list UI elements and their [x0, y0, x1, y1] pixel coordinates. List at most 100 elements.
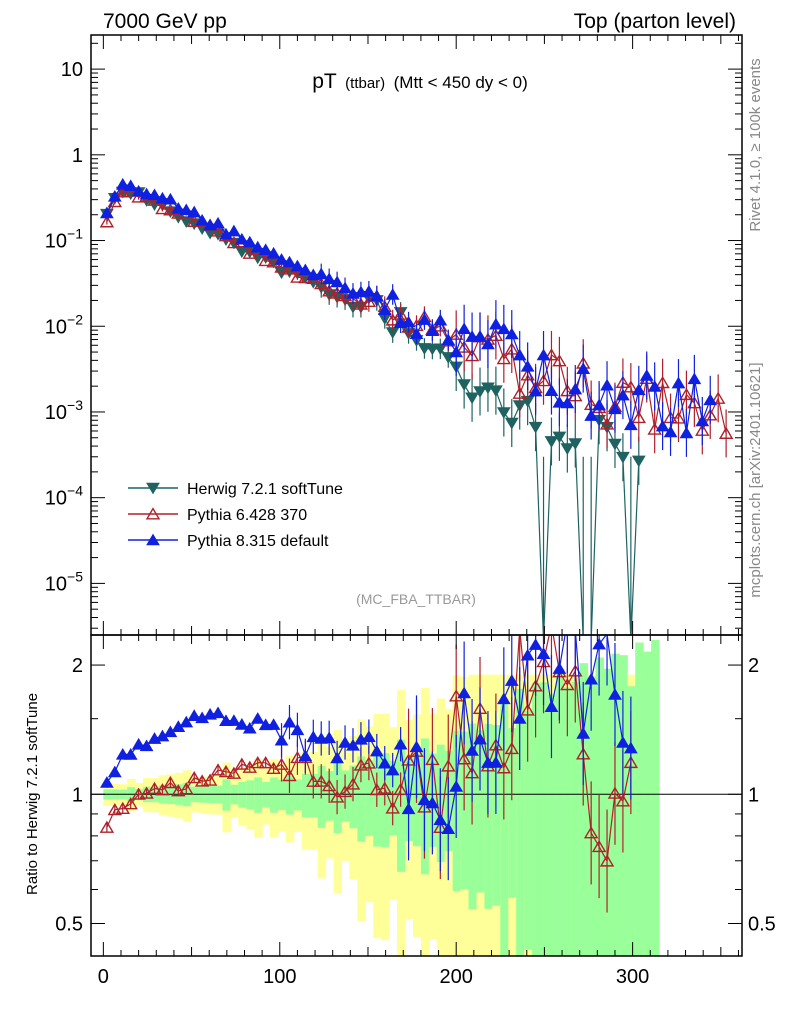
main-data-point: [631, 410, 647, 424]
main-data-point: [369, 289, 384, 302]
main-data-point: [322, 272, 337, 285]
ratio-panel: 0.5 0.5 1 1 2 2 0 100 200 300 Ratio to Herwig 7.2…: [24, 634, 776, 988]
main-data-point: [552, 354, 567, 367]
band-inner: [373, 753, 382, 847]
plot-title-sub2: (Mtt < 450 dy < 0): [394, 73, 528, 92]
main-data-point: [496, 407, 511, 419]
band-inner: [627, 686, 636, 956]
main-data-point: [544, 436, 559, 448]
main-data-point: [631, 455, 646, 468]
ratio-data-point: [187, 709, 202, 721]
band-inner: [532, 682, 541, 956]
main-data-point: [663, 425, 678, 438]
main-data-point: [147, 188, 162, 201]
main-ytick-base: 10: [45, 573, 67, 595]
ratio-data-point: [99, 820, 115, 833]
band-inner: [365, 760, 374, 836]
main-data-point: [131, 184, 146, 197]
band-inner: [317, 765, 327, 828]
ratio-data-point: [274, 733, 289, 746]
ratio-data-point: [227, 714, 241, 726]
ratio-data-point: [504, 741, 519, 755]
band-inner: [563, 687, 573, 956]
band-inner: [444, 750, 454, 852]
main-data-point: [457, 379, 472, 391]
ratio-data-point: [616, 736, 630, 748]
main-data-point: [512, 348, 527, 361]
main-data-point: [710, 391, 726, 404]
main-data-point: [290, 270, 305, 283]
ratio-ytick-label-right: 2: [748, 655, 759, 677]
main-data-point: [520, 359, 535, 372]
band-inner: [555, 669, 565, 956]
ratio-data-point: [194, 774, 210, 787]
ratio-data-point: [186, 771, 202, 784]
legend-label: Pythia 6.428 370: [187, 507, 307, 524]
ratio-data-point: [417, 793, 432, 806]
main-data-point: [576, 362, 591, 374]
main-data-point: [599, 417, 615, 430]
main-data-point: [560, 396, 575, 409]
main-data-point: [718, 426, 734, 439]
main-ytick-label: 10−5: [45, 568, 83, 595]
band-inner: [278, 779, 287, 811]
main-data-point: [425, 324, 440, 337]
main-data-point: [361, 284, 376, 297]
ratio-data-point: [226, 766, 242, 779]
main-data-point: [584, 409, 599, 421]
ratio-ytick-label-right: 0.5: [748, 913, 776, 935]
ratio-data-point: [266, 718, 281, 730]
main-data-point: [449, 345, 464, 358]
main-data-point: [186, 214, 202, 227]
main-plot-area: [99, 177, 734, 635]
main-data-point: [608, 438, 622, 451]
ratio-data-point: [456, 752, 472, 765]
band-inner: [285, 775, 295, 815]
main-data-point: [647, 380, 662, 392]
main-data-point: [409, 327, 424, 339]
ratio-data-point: [576, 727, 591, 739]
ratio-data-point: [147, 781, 162, 795]
ratio-data-point: [536, 647, 551, 659]
band-inner: [508, 728, 517, 898]
main-data-point: [250, 240, 265, 253]
ratio-ytick-label: 2: [72, 655, 83, 677]
main-data-point: [242, 235, 257, 248]
ratio-data-point: [242, 721, 257, 734]
ratio-axes: 0.5 0.5 1 1 2 2 0 100 200 300: [55, 635, 776, 988]
main-data-point: [433, 313, 448, 326]
band-inner: [246, 780, 255, 810]
ratio-plot-area: [91, 635, 742, 956]
ratio-data-point: [583, 826, 599, 839]
header-right: Top (parton level): [574, 10, 736, 33]
main-data-point: [211, 216, 225, 229]
ratio-data-point: [401, 802, 416, 815]
main-data-point: [623, 418, 638, 431]
band-inner: [547, 694, 557, 956]
band-inner: [349, 765, 358, 829]
main-data-point: [290, 259, 305, 272]
main-data-point: [631, 383, 646, 396]
ratio-data-point: [385, 763, 400, 776]
main-data-point: [473, 386, 487, 398]
ratio-data-point: [258, 756, 273, 769]
main-data-point: [703, 393, 718, 406]
ratio-xtick-label: 300: [616, 966, 649, 988]
ratio-data-point: [599, 854, 615, 867]
main-ytick-label: 10−2: [45, 311, 83, 338]
main-data-point: [433, 343, 448, 356]
main-data-point: [528, 421, 543, 434]
main-data-point: [457, 322, 472, 335]
band-inner: [460, 731, 470, 890]
ratio-data-point: [584, 672, 599, 685]
main-data-point: [282, 255, 297, 268]
main-data-point: [671, 411, 686, 424]
main-data-point: [99, 215, 115, 228]
ratio-data-point: [377, 781, 392, 794]
main-data-point: [473, 329, 487, 342]
band-inner: [301, 773, 311, 818]
main-data-point: [536, 374, 551, 387]
main-data-point: [274, 253, 289, 265]
ratio-data-point: [607, 786, 623, 799]
ratio-data-point: [202, 773, 218, 786]
